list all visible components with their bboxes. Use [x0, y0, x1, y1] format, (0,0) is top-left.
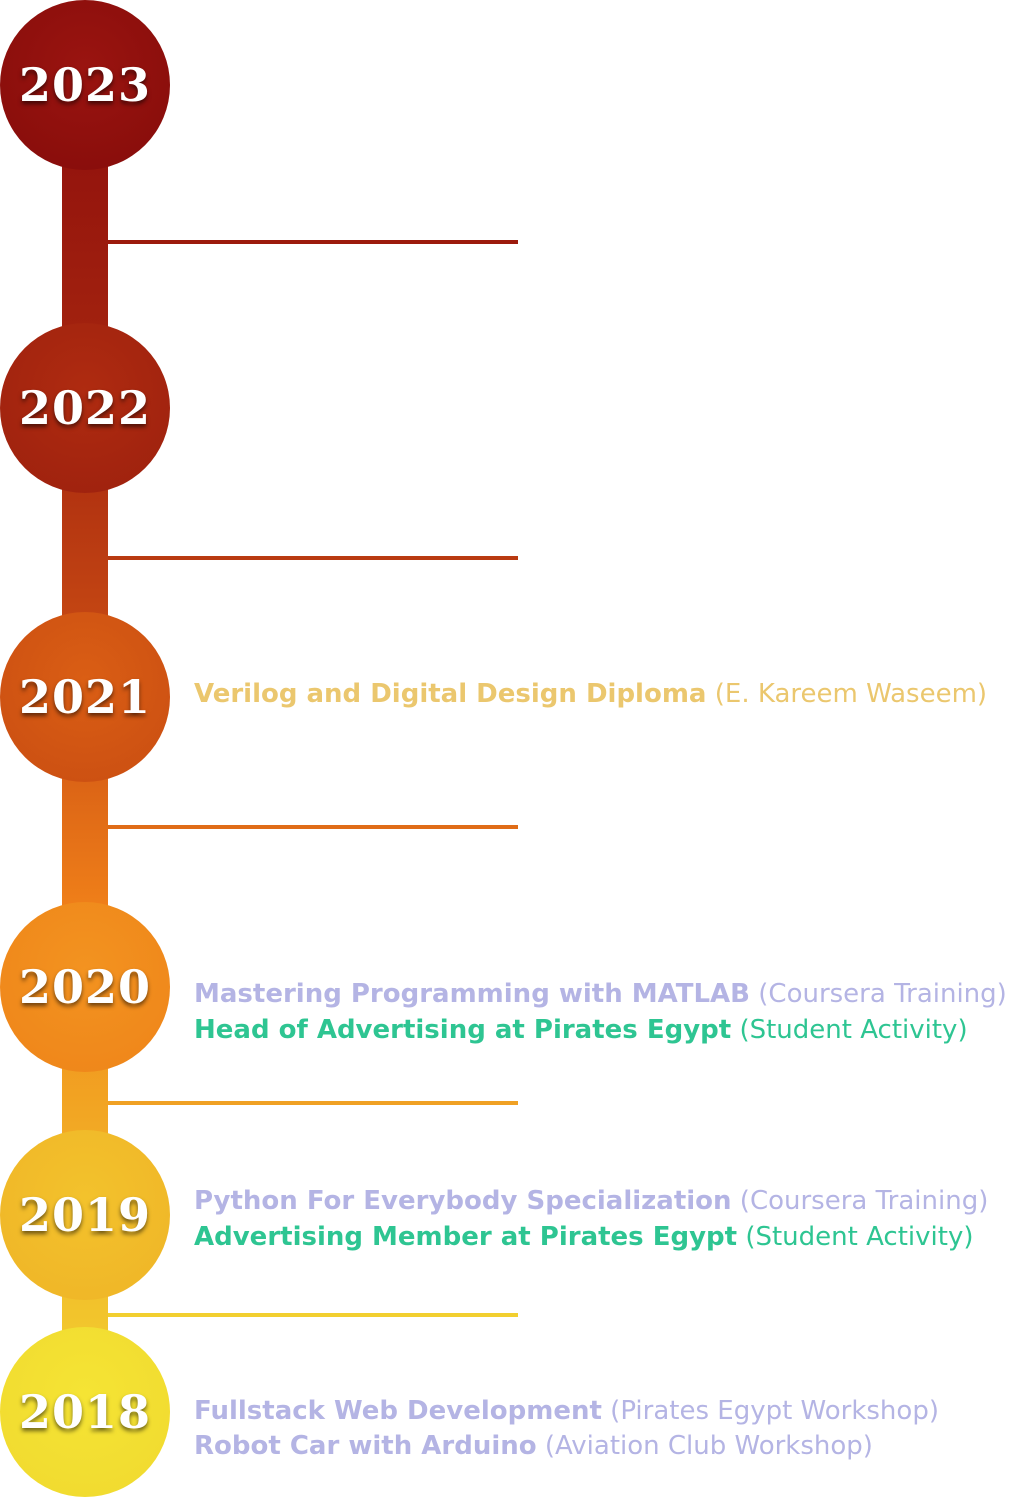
year-circle-2023: 2023 [0, 0, 170, 170]
entry-title: Mastering Programming with MATLAB [194, 979, 750, 1009]
entry-title: Python For Everybody Specialization [194, 1186, 732, 1216]
entry-title: Head of Advertising at Pirates Egypt [194, 1015, 732, 1045]
entry-title: Fullstack Web Development [194, 1396, 602, 1426]
year-circle-2022: 2022 [0, 323, 170, 493]
year-label: 2021 [18, 670, 152, 724]
entry-title: Verilog and Digital Design Diploma [194, 679, 707, 709]
entry-source: (Coursera Training) [731, 1186, 989, 1216]
entry-title: Advertising Member at Pirates Egypt [194, 1222, 738, 1252]
entry-source: (Coursera Training) [750, 979, 1007, 1009]
timeline-branch-2022 [108, 556, 518, 560]
entry-source: (Aviation Club Workshop) [536, 1431, 873, 1461]
year-circle-2020: 2020 [0, 902, 170, 1072]
timeline-branch-2021 [108, 825, 518, 829]
entry-2020-head-advertising: Head of Advertising at Pirates Egypt (St… [194, 1012, 968, 1048]
year-label: 2020 [18, 960, 152, 1014]
entry-2018-fullstack: Fullstack Web Development (Pirates Egypt… [194, 1393, 939, 1429]
year-circle-2021: 2021 [0, 612, 170, 782]
timeline-branch-2020 [108, 1101, 518, 1105]
year-circle-2018: 2018 [0, 1327, 170, 1497]
entry-2020-matlab: Mastering Programming with MATLAB (Cours… [194, 976, 1007, 1012]
entry-2019-advertising-member: Advertising Member at Pirates Egypt (Stu… [194, 1219, 973, 1255]
year-label: 2018 [18, 1385, 152, 1439]
year-label: 2022 [18, 381, 152, 435]
entry-source: (Student Activity) [737, 1222, 974, 1252]
year-label: 2023 [18, 58, 152, 112]
entry-source: (Pirates Egypt Workshop) [601, 1396, 939, 1426]
timeline-branch-2019 [108, 1313, 518, 1317]
year-label: 2019 [18, 1188, 152, 1242]
timeline-branch-2023 [108, 240, 518, 244]
entry-2019-python: Python For Everybody Specialization (Cou… [194, 1183, 988, 1219]
entry-2018-robot-car: Robot Car with Arduino (Aviation Club Wo… [194, 1428, 873, 1464]
entry-source: (E. Kareem Waseem) [706, 679, 988, 709]
entry-title: Robot Car with Arduino [194, 1431, 537, 1461]
entry-2021-diploma: Verilog and Digital Design Diploma (E. K… [194, 676, 987, 712]
year-circle-2019: 2019 [0, 1130, 170, 1300]
entry-source: (Student Activity) [731, 1015, 968, 1045]
